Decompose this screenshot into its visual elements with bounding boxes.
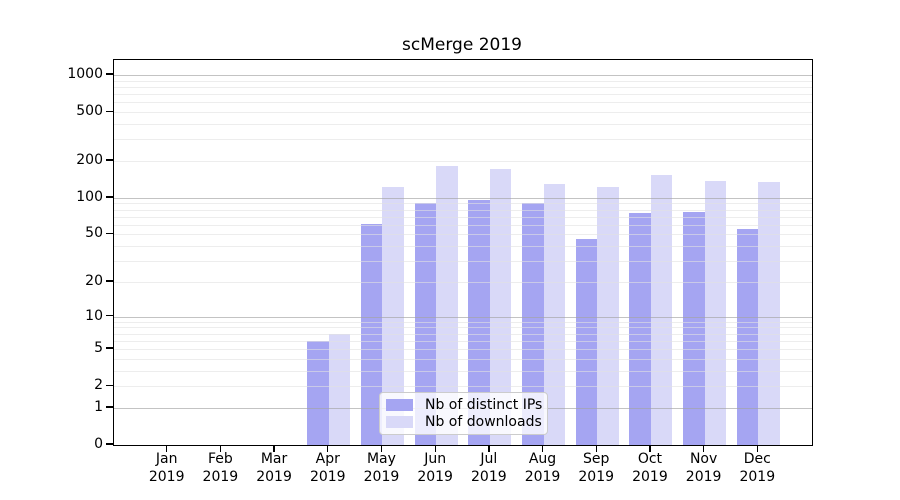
- gridline-y-3: [114, 370, 812, 372]
- gridline-y-6: [114, 340, 812, 342]
- y-tick-label-100: 100: [76, 188, 103, 205]
- x-tick-mark: [488, 445, 490, 452]
- y-tick-label-500: 500: [76, 103, 103, 120]
- legend-item-downloads: Nb of downloads: [386, 413, 542, 431]
- x-tick-mark: [595, 445, 597, 452]
- y-tick-mark: [106, 347, 113, 349]
- y-tick-label-50: 50: [85, 225, 103, 242]
- bar-downloads-nov: [704, 181, 727, 445]
- legend: Nb of distinct IPs Nb of downloads: [379, 392, 548, 435]
- chart-title: scMerge 2019: [402, 35, 522, 55]
- y-tick-label-1000: 1000: [67, 66, 103, 83]
- legend-item-distinct-ips: Nb of distinct IPs: [386, 397, 543, 414]
- x-tick-label-may: May 2019: [363, 451, 400, 485]
- y-tick-mark: [106, 406, 113, 408]
- y-tick-mark: [106, 232, 113, 235]
- bar-distinct-ips-oct: [629, 213, 651, 445]
- gridline-y-40: [114, 246, 812, 248]
- y-tick-label-1: 1: [94, 398, 103, 415]
- x-tick-label-oct: Oct 2019: [632, 451, 668, 485]
- y-tick-label-2: 2: [94, 377, 103, 394]
- gridline-y-600: [114, 102, 812, 104]
- gridline-y-5: [114, 349, 812, 351]
- gridline-y-200: [114, 161, 812, 163]
- y-tick-mark: [106, 314, 113, 317]
- legend-label-distinct-ips: Nb of distinct IPs: [425, 397, 543, 414]
- gridline-y-500: [114, 112, 812, 114]
- gridline-y-9: [114, 321, 812, 323]
- bar-distinct-ips-sep: [575, 238, 598, 445]
- x-tick-mark: [541, 445, 544, 452]
- bar-downloads-sep: [597, 187, 619, 445]
- gridline-y-300: [114, 139, 812, 141]
- x-tick-mark: [327, 445, 329, 452]
- x-tick-mark: [166, 445, 168, 452]
- x-tick-mark: [649, 445, 651, 452]
- y-tick-label-5: 5: [94, 340, 103, 357]
- legend-label-downloads: Nb of downloads: [425, 413, 542, 430]
- x-tick-label-jul: Jul 2019: [471, 451, 507, 485]
- bar-downloads-may: [382, 187, 404, 445]
- gridline-y-60: [114, 224, 812, 226]
- bar-downloads-oct: [650, 174, 673, 445]
- gridline-y-2: [114, 386, 812, 388]
- gridline-y-100: [114, 197, 812, 199]
- gridline-y-30: [114, 261, 812, 263]
- x-tick-label-sep: Sep 2019: [578, 451, 615, 485]
- gridline-y-800: [114, 86, 812, 88]
- x-tick-label-nov: Nov 2019: [685, 451, 722, 485]
- gridline-y-20: [114, 281, 812, 283]
- x-tick-label-jun: Jun 2019: [417, 451, 453, 485]
- x-tick-mark: [434, 445, 436, 452]
- gridline-y-4: [114, 358, 812, 360]
- gridline-y-80: [114, 209, 812, 211]
- gridline-y-7: [114, 333, 812, 335]
- legend-swatch-downloads-icon: [386, 415, 413, 428]
- bar-distinct-ips-dec: [736, 229, 759, 445]
- x-tick-mark: [219, 445, 222, 452]
- x-tick-mark: [273, 445, 275, 452]
- x-tick-label-apr: Apr 2019: [309, 451, 346, 485]
- y-tick-label-10: 10: [85, 307, 103, 324]
- legend-swatch-distinct-ips-icon: [386, 399, 413, 412]
- x-tick-label-dec: Dec 2019: [739, 451, 776, 485]
- bar-distinct-ips-apr: [307, 340, 329, 445]
- y-tick-mark: [106, 280, 113, 282]
- gridline-y-700: [114, 94, 812, 96]
- gridline-y-400: [114, 124, 812, 126]
- y-tick-mark: [106, 110, 113, 112]
- bar-downloads-jul: [489, 169, 512, 445]
- y-tick-mark: [106, 196, 113, 198]
- x-tick-label-mar: Mar 2019: [256, 451, 292, 485]
- gridline-y-900: [114, 80, 812, 82]
- gridline-y-90: [114, 203, 812, 205]
- x-tick-label-aug: Aug 2019: [524, 451, 561, 485]
- bar-distinct-ips-aug: [522, 202, 544, 445]
- x-tick-label-jan: Jan 2019: [148, 451, 185, 485]
- y-tick-label-200: 200: [76, 152, 103, 169]
- x-tick-mark: [756, 445, 758, 452]
- y-tick-mark: [106, 73, 113, 75]
- gridline-y-1000: [114, 75, 812, 77]
- y-tick-mark: [106, 384, 113, 386]
- plot-area: [113, 59, 813, 446]
- gridline-y-8: [114, 327, 812, 329]
- gridline-y-10: [114, 316, 812, 318]
- y-tick-label-20: 20: [85, 272, 103, 289]
- y-tick-mark: [106, 443, 113, 445]
- bar-distinct-ips-jun: [414, 202, 437, 445]
- y-tick-mark: [106, 159, 113, 161]
- bar-downloads-aug: [543, 183, 565, 445]
- bar-downloads-jun: [436, 165, 458, 445]
- x-tick-mark: [703, 445, 705, 452]
- gridline-y-70: [114, 216, 812, 218]
- gridline-y-50: [114, 234, 812, 236]
- bar-downloads-apr: [328, 333, 351, 445]
- x-tick-mark: [380, 445, 383, 452]
- bar-downloads-dec: [758, 181, 780, 445]
- y-tick-label-0: 0: [94, 436, 103, 452]
- x-tick-label-feb: Feb 2019: [202, 451, 239, 485]
